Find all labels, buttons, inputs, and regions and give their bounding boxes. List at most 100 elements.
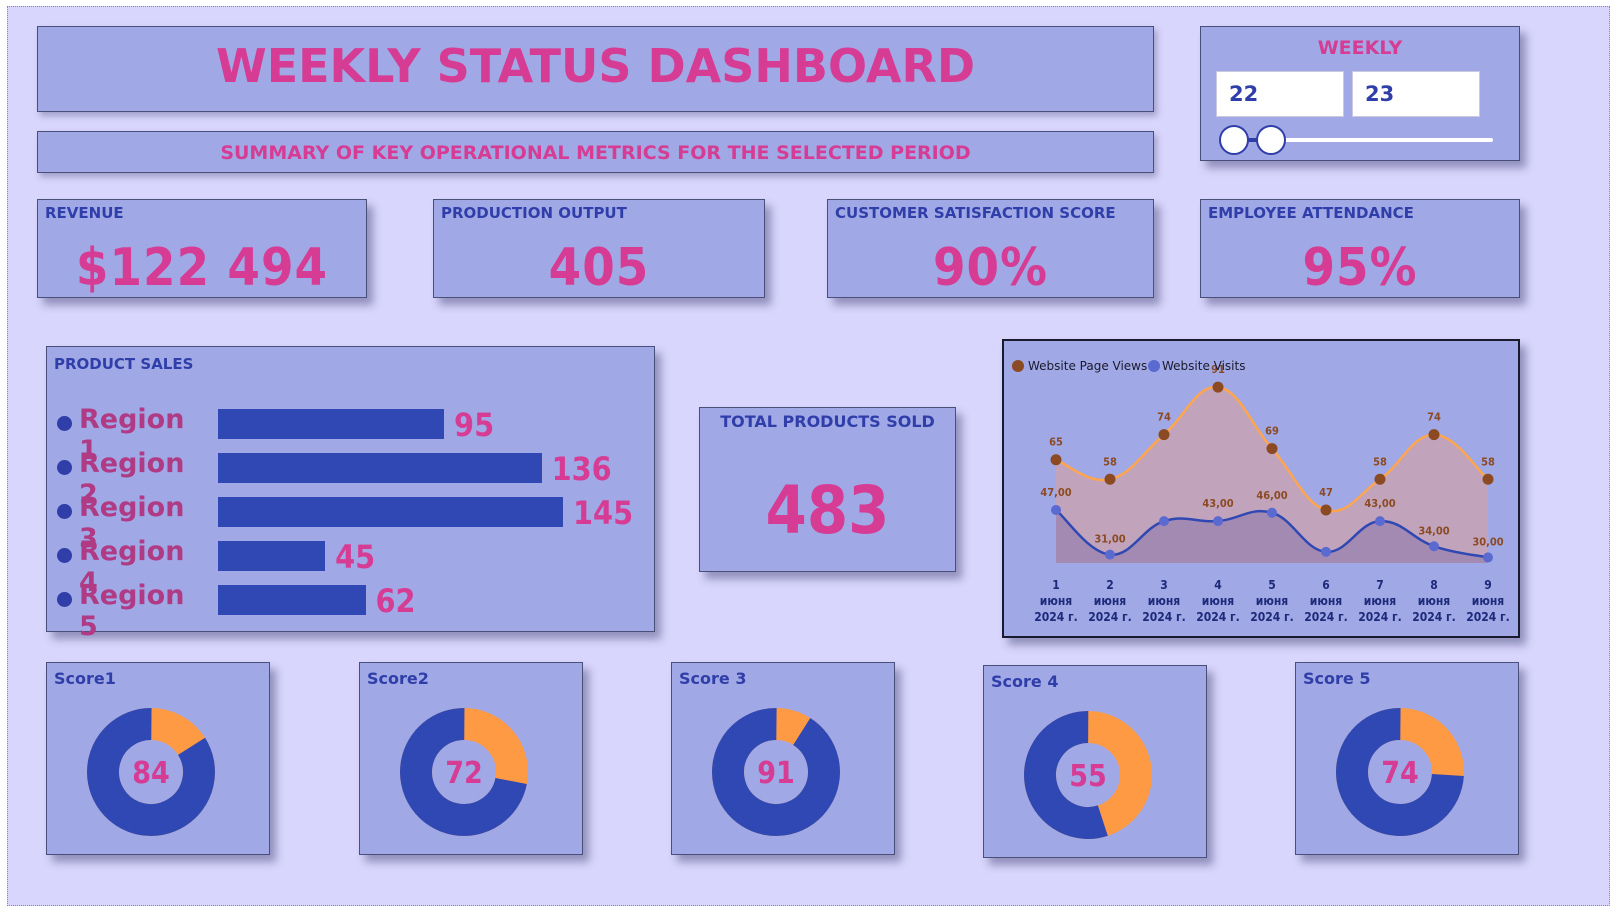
page-views-data-label: 91	[1211, 363, 1225, 376]
region-bar	[218, 453, 542, 483]
x-tick-label: июня	[1202, 594, 1235, 608]
week-to-input[interactable]: 23	[1352, 71, 1480, 117]
total-products-value: 483	[765, 472, 890, 549]
visits-point	[1429, 541, 1439, 552]
x-tick-label: 1	[1052, 578, 1060, 592]
x-tick-label: 3	[1160, 578, 1168, 592]
product-sales-card: PRODUCT SALES Region 1 95 Region 2 136 Regio…	[46, 346, 656, 642]
score-label: Score2	[367, 669, 429, 688]
region-value-label: 45	[335, 538, 376, 576]
visits-data-label: 46,00	[1256, 489, 1287, 502]
x-tick-label: 9	[1484, 578, 1492, 592]
slicer-title: WEEKLY	[1317, 37, 1403, 59]
legend-page-views-label: Website Page Views	[1028, 359, 1147, 373]
region-name: Region 1	[79, 404, 185, 466]
x-tick-label: июня	[1094, 594, 1127, 608]
score-label: Score 4	[991, 672, 1059, 691]
region-dot-icon	[57, 460, 72, 475]
region-name: Region 3	[79, 492, 185, 554]
region-dot-icon	[57, 592, 72, 607]
visits-data-label: 30,00	[1472, 535, 1503, 548]
kpi-value: 95%	[1302, 238, 1418, 298]
score-value: 72	[445, 756, 483, 791]
score-donut: 72	[400, 708, 528, 836]
score-card: Score 5 74	[1295, 662, 1519, 855]
visits-point	[1483, 552, 1493, 563]
x-tick-label: 2024 г.	[1142, 610, 1186, 624]
x-tick-label: июня	[1256, 594, 1289, 608]
x-tick-label: июня	[1040, 594, 1073, 608]
score-value: 84	[132, 756, 170, 791]
region-value-label: 145	[573, 494, 634, 532]
slider-handle-end[interactable]	[1256, 125, 1286, 155]
legend-visits-label: Website Visits	[1162, 359, 1245, 373]
score-card: Score2 72	[359, 662, 583, 855]
x-tick-label: июня	[1310, 594, 1343, 608]
subtitle-card: SUMMARY OF KEY OPERATIONAL METRICS FOR T…	[37, 131, 1154, 173]
x-tick-label: 4	[1214, 578, 1222, 592]
x-tick-label: 2	[1106, 578, 1114, 592]
product-sales-title: PRODUCT SALES	[54, 355, 194, 373]
score-donut: 91	[712, 708, 840, 836]
score-label: Score 5	[1303, 669, 1371, 688]
page-views-data-label: 58	[1481, 455, 1495, 468]
score-value: 55	[1069, 759, 1107, 794]
kpi-employee-attendance: EMPLOYEE ATTENDANCE 95%	[1200, 199, 1520, 298]
score-value-arc	[712, 708, 840, 836]
kpi-customer-satisfaction: CUSTOMER SATISFACTION SCORE 90%	[827, 199, 1154, 298]
slider-fill	[1234, 138, 1270, 142]
website-chart-card: 47,00 31,00 43,00 46,00 43,00 34,00 30,00 65 58 7…	[1002, 339, 1520, 638]
visits-point	[1051, 504, 1061, 515]
page-views-point	[1482, 473, 1494, 485]
x-tick-label: 2024 г.	[1466, 610, 1510, 624]
x-tick-label: 2024 г.	[1304, 610, 1348, 624]
visits-point	[1267, 507, 1277, 518]
visits-point	[1321, 546, 1331, 557]
slider-handle-start[interactable]	[1219, 125, 1249, 155]
x-tick-label: июня	[1418, 594, 1451, 608]
visits-data-label: 43,00	[1364, 497, 1395, 510]
region-name: Region 4	[79, 536, 185, 598]
x-tick-label: 2024 г.	[1250, 610, 1294, 624]
x-tick-label: 2024 г.	[1358, 610, 1402, 624]
score-value-arc	[1024, 711, 1152, 839]
page-views-point	[1050, 454, 1062, 466]
total-products-card: TOTAL PRODUCTS SOLD 483	[699, 407, 956, 572]
page-views-point	[1104, 473, 1116, 485]
x-tick-label: 6	[1322, 578, 1330, 592]
region-bar	[218, 497, 563, 527]
kpi-label: REVENUE	[45, 204, 124, 222]
x-tick-label: 5	[1268, 578, 1276, 592]
score-value: 91	[757, 756, 795, 791]
slider-track[interactable]	[1221, 138, 1493, 142]
page-views-point	[1158, 429, 1170, 441]
week-from-input[interactable]: 22	[1216, 71, 1344, 117]
page-views-point	[1428, 429, 1440, 441]
page-views-point	[1374, 473, 1386, 485]
region-dot-icon	[57, 548, 72, 563]
score-donut: 55	[1024, 711, 1152, 839]
page-views-data-label: 74	[1427, 411, 1441, 424]
page-views-data-label: 47	[1319, 486, 1333, 499]
kpi-value: $122 494	[75, 238, 329, 298]
score-card: Score1 84	[46, 662, 270, 855]
score-donut: 74	[1336, 708, 1464, 836]
visits-point	[1375, 516, 1385, 527]
kpi-value: 90%	[933, 238, 1048, 298]
x-tick-label: 8	[1430, 578, 1438, 592]
product-sales-chart: Region 1 95 Region 2 136 Region 3 145 Region 4…	[47, 347, 656, 642]
visits-point	[1213, 516, 1223, 527]
page-views-data-label: 74	[1157, 411, 1171, 424]
total-products-label: TOTAL PRODUCTS SOLD	[720, 412, 935, 431]
x-tick-label: 2024 г.	[1196, 610, 1240, 624]
page-subtitle: SUMMARY OF KEY OPERATIONAL METRICS FOR T…	[220, 142, 971, 164]
region-name: Region 2	[79, 448, 185, 510]
visits-point	[1105, 549, 1115, 560]
page-views-point	[1212, 381, 1224, 393]
kpi-value: 405	[548, 238, 650, 298]
dashboard-canvas: WEEKLY STATUS DASHBOARD SUMMARY OF KEY O…	[7, 6, 1610, 906]
x-tick-label: июня	[1364, 594, 1397, 608]
x-tick-label: 7	[1376, 578, 1384, 592]
score-card: Score 4 55	[983, 665, 1207, 858]
region-dot-icon	[57, 504, 72, 519]
